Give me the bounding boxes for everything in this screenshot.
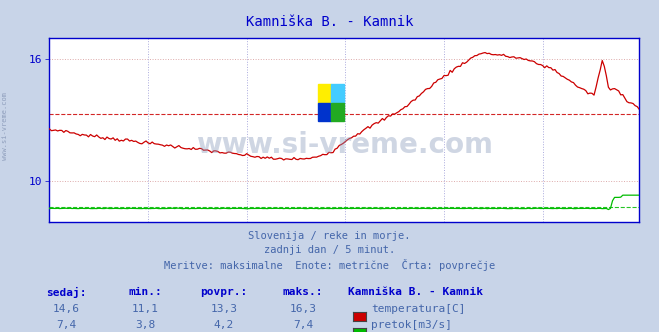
Text: Kamniška B. - Kamnik: Kamniška B. - Kamnik	[348, 287, 482, 297]
Text: 4,2: 4,2	[214, 320, 234, 330]
Text: temperatura[C]: temperatura[C]	[371, 304, 465, 314]
Text: maks.:: maks.:	[283, 287, 324, 297]
Text: www.si-vreme.com: www.si-vreme.com	[196, 131, 493, 159]
FancyBboxPatch shape	[318, 84, 331, 103]
FancyBboxPatch shape	[331, 103, 344, 121]
Text: zadnji dan / 5 minut.: zadnji dan / 5 minut.	[264, 245, 395, 255]
Text: 11,1: 11,1	[132, 304, 158, 314]
Text: Slovenija / reke in morje.: Slovenija / reke in morje.	[248, 231, 411, 241]
Text: pretok[m3/s]: pretok[m3/s]	[371, 320, 452, 330]
FancyBboxPatch shape	[318, 103, 331, 121]
Text: Kamniška B. - Kamnik: Kamniška B. - Kamnik	[246, 15, 413, 29]
Text: Meritve: maksimalne  Enote: metrične  Črta: povprečje: Meritve: maksimalne Enote: metrične Črta…	[164, 259, 495, 271]
Text: 7,4: 7,4	[56, 320, 76, 330]
FancyBboxPatch shape	[331, 84, 344, 103]
Text: www.si-vreme.com: www.si-vreme.com	[2, 92, 9, 160]
Text: 16,3: 16,3	[290, 304, 316, 314]
Text: 3,8: 3,8	[135, 320, 155, 330]
Text: 13,3: 13,3	[211, 304, 237, 314]
Text: 14,6: 14,6	[53, 304, 79, 314]
Text: 7,4: 7,4	[293, 320, 313, 330]
Text: povpr.:: povpr.:	[200, 287, 248, 297]
Text: min.:: min.:	[128, 287, 162, 297]
Text: sedaj:: sedaj:	[45, 287, 86, 298]
